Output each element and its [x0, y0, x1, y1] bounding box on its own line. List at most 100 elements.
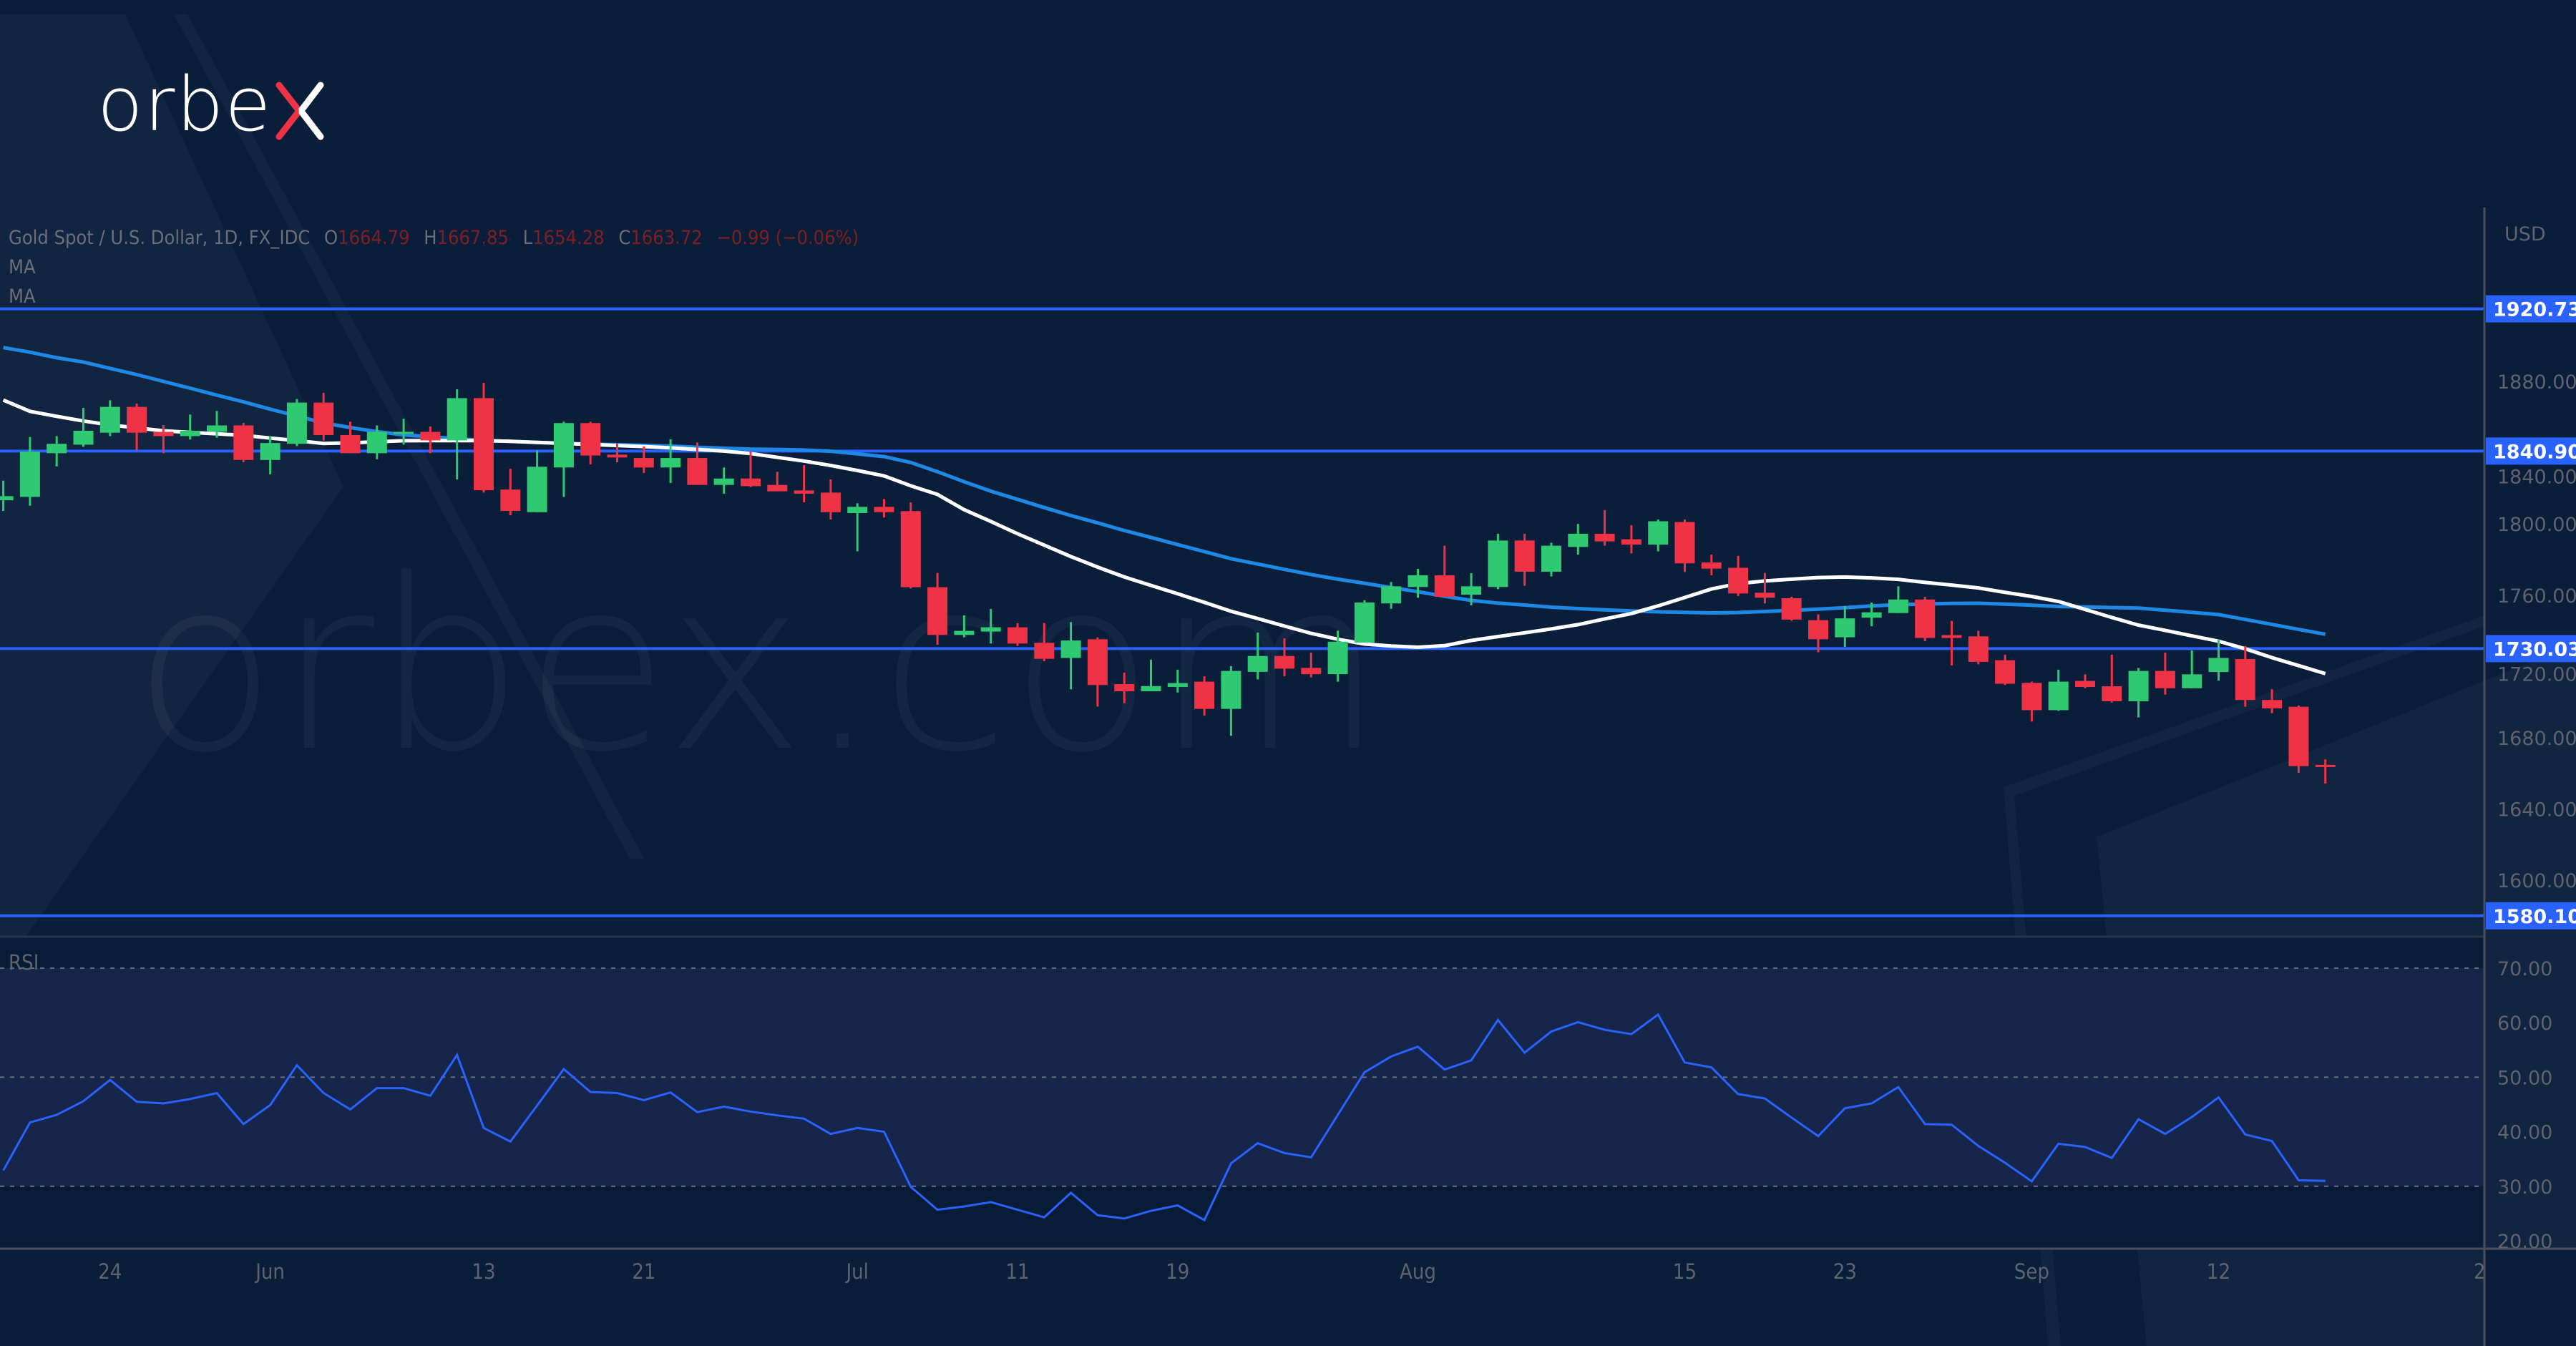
candle-body — [1327, 641, 1348, 675]
candle-body — [1995, 660, 2016, 684]
candle — [633, 446, 654, 473]
candle-body — [633, 458, 654, 468]
candle-body — [2155, 670, 2175, 688]
time-tick-label: 12 — [2207, 1259, 2230, 1284]
candle — [1221, 665, 1241, 736]
candle-body — [500, 489, 521, 512]
candle-body — [474, 398, 494, 491]
price-tick-label: 1800.00 — [2497, 514, 2576, 536]
level-price-label: 1920.73 — [2493, 299, 2576, 321]
candle-body — [99, 406, 120, 433]
candle — [1995, 654, 2016, 686]
candle — [1141, 659, 1161, 692]
candle-body — [660, 458, 681, 468]
candle-body — [313, 402, 334, 435]
logo-x-mark — [275, 82, 324, 140]
rsi-line — [2, 1013, 2326, 1222]
candle-body — [741, 478, 761, 487]
candle — [1060, 622, 1081, 690]
candle-body — [1594, 533, 1615, 542]
currency-label: USD — [2504, 223, 2546, 245]
candle-body — [127, 406, 147, 433]
candle — [687, 442, 708, 485]
candle — [1381, 582, 1402, 609]
candle-body — [1808, 620, 1828, 640]
change-value: −0.99 (−0.06%) — [716, 227, 859, 249]
price-axis[interactable]: 1880.00 1840.00 1800.00 1760.00 1720.00 1680.… — [2486, 295, 2576, 930]
level-price-label: 1580.10 — [2493, 906, 2576, 928]
low-label: L — [522, 227, 533, 249]
candle-body — [2102, 686, 2122, 701]
candle-body — [1701, 562, 1722, 569]
price-tick-label: 1840.00 — [2497, 466, 2576, 488]
candle — [73, 408, 94, 447]
candle — [2128, 668, 2149, 718]
price-tick-label: 1640.00 — [2497, 799, 2576, 821]
candle — [900, 502, 921, 589]
candle-body — [900, 511, 921, 587]
rsi-axis[interactable]: 70.00 60.00 50.00 40.00 30.00 20.00 — [2497, 958, 2552, 1253]
candle — [2315, 759, 2336, 784]
candle — [767, 472, 788, 492]
candle — [1354, 600, 1375, 643]
rsi-label: RSI — [9, 950, 39, 975]
candle-body — [1888, 599, 1908, 613]
candle-body — [1008, 627, 1028, 644]
candle-body — [2075, 681, 2095, 688]
candle — [1674, 519, 1695, 572]
candle — [366, 425, 387, 459]
legend-ma-fast[interactable]: MA — [9, 256, 36, 278]
candle — [1568, 524, 1589, 555]
time-tick-label: 23 — [1833, 1259, 1857, 1284]
price-tick-label: 1720.00 — [2497, 663, 2576, 686]
high-value: 1667.85 — [436, 227, 509, 249]
candle-body — [394, 431, 414, 434]
candle — [447, 389, 467, 479]
candle-body — [207, 425, 227, 432]
candle-body — [1674, 522, 1695, 564]
horizontal-levels — [0, 307, 2484, 917]
candle — [2048, 669, 2069, 711]
candle-body — [980, 627, 1001, 632]
level-price-label: 1840.90 — [2493, 441, 2576, 463]
candles — [0, 382, 2336, 784]
candle-body — [1541, 545, 1561, 572]
candle — [180, 414, 200, 440]
time-axis[interactable]: 24 Jun 13 21 Jul 11 19 Aug 15 23 Sep 12 26 — [98, 1250, 2576, 1346]
candle — [1434, 545, 1455, 598]
time-tick-label: 21 — [632, 1259, 655, 1284]
candle-body — [820, 492, 841, 512]
candle-body — [1114, 684, 1135, 692]
candle — [660, 439, 681, 483]
candle-body — [1621, 539, 1641, 545]
candle — [1301, 652, 1322, 678]
price-tick-label: 1880.00 — [2497, 371, 2576, 394]
candle-body — [153, 431, 174, 437]
symbol-name[interactable]: Gold Spot / U.S. Dollar, 1D, FX_IDC — [9, 227, 311, 249]
open-value: 1664.79 — [338, 227, 410, 249]
candle-body — [260, 443, 280, 460]
candle — [1407, 568, 1428, 598]
candle — [2288, 705, 2309, 774]
candle-body — [1968, 636, 1989, 662]
rsi-tick-label: 70.00 — [2497, 958, 2552, 980]
candle — [1541, 542, 1561, 577]
candle-body — [0, 496, 14, 501]
candle-body — [1354, 603, 1375, 643]
candle — [1755, 572, 1775, 604]
candle — [741, 452, 761, 487]
time-tick-label: 19 — [1166, 1259, 1189, 1284]
candle — [2235, 645, 2255, 707]
time-tick-label: Sep — [2014, 1259, 2049, 1284]
candle — [1941, 620, 1962, 665]
candle-body — [1568, 533, 1589, 547]
candle — [2021, 681, 2042, 722]
candle — [1167, 669, 1188, 693]
candle — [1835, 605, 1855, 648]
legend-ma-slow[interactable]: MA — [9, 286, 36, 308]
candle — [2102, 654, 2122, 703]
candle — [0, 480, 14, 512]
time-tick-label: Jun — [254, 1259, 285, 1284]
candle-body — [2021, 683, 2042, 711]
